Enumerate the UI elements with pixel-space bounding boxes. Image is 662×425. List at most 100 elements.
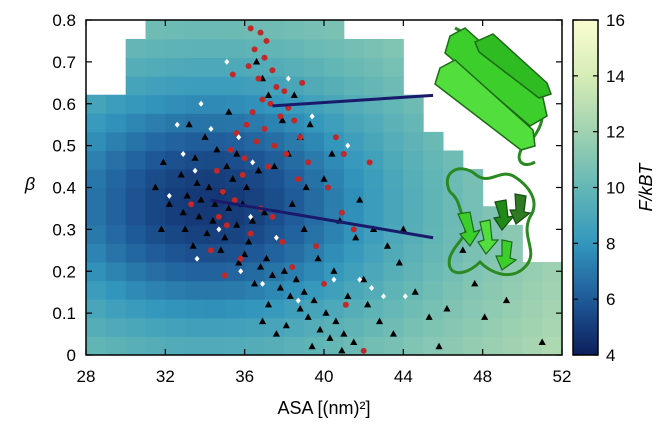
heatmap-cell xyxy=(105,262,127,282)
heatmap-cell xyxy=(383,262,404,282)
circle-point xyxy=(267,100,274,107)
heatmap-cell xyxy=(185,131,206,151)
y-tick-label: 0.7 xyxy=(52,53,76,72)
circle-point xyxy=(247,230,254,237)
triangle-point xyxy=(280,267,288,274)
triangle-point xyxy=(209,217,217,224)
y-tick-label: 0 xyxy=(67,346,76,365)
triangle-point xyxy=(225,108,233,115)
x-axis-ticks: 28 32 36 40 44 48 52 xyxy=(77,20,571,386)
heatmap-cell xyxy=(363,38,384,59)
diamond-point xyxy=(238,268,244,275)
heatmap-cell xyxy=(343,243,365,263)
heatmap-cell xyxy=(462,317,484,337)
circle-point xyxy=(350,226,357,233)
heatmap-cell xyxy=(205,336,226,355)
heatmap-cell xyxy=(403,169,424,189)
heatmap-cell xyxy=(86,224,107,244)
heatmap-cell xyxy=(423,187,444,207)
heatmap-cell xyxy=(145,57,166,77)
heatmap-cell xyxy=(185,38,206,59)
heatmap-cell xyxy=(502,336,523,355)
heatmap-cell xyxy=(185,299,206,319)
diamond-point xyxy=(345,142,351,149)
triangle-point xyxy=(276,284,284,291)
heatmap-cell xyxy=(145,317,166,337)
heatmap-cell xyxy=(125,38,146,59)
circle-point xyxy=(253,138,260,145)
heatmap-cell xyxy=(343,76,365,96)
heatmap-cell xyxy=(542,280,562,300)
circle-point xyxy=(259,96,266,103)
heatmap-cell xyxy=(165,243,186,263)
heatmap-cell xyxy=(284,280,305,300)
heatmap-cell xyxy=(224,299,246,319)
heatmap-cell xyxy=(125,131,146,151)
heatmap-cell xyxy=(185,262,206,282)
triangle-point xyxy=(443,304,451,312)
heatmap-cell xyxy=(224,94,246,114)
heatmap-cell xyxy=(125,317,146,337)
triangle-point xyxy=(308,342,316,350)
heatmap-cell xyxy=(284,20,305,40)
triangle-point xyxy=(264,300,273,308)
heatmap-cell xyxy=(86,113,107,133)
triangle-point xyxy=(375,317,384,325)
free-energy-heatmap xyxy=(86,20,562,355)
heatmap-cell xyxy=(502,317,523,337)
heatmap-cell xyxy=(165,38,186,59)
diamond-point xyxy=(381,293,386,300)
triangle-point xyxy=(193,179,201,186)
heatmap-cell xyxy=(224,262,246,282)
x-tick-label: 36 xyxy=(235,367,254,386)
heatmap-cell xyxy=(403,262,424,282)
diamond-point xyxy=(273,234,279,241)
diamond-point xyxy=(236,134,242,141)
triangle-point xyxy=(189,242,197,249)
heatmap-cell xyxy=(185,94,206,114)
y-tick-label: 0.3 xyxy=(52,220,76,239)
heatmap-cell xyxy=(343,336,365,355)
triangle-point xyxy=(364,300,372,308)
triangle-point xyxy=(322,309,330,316)
triangle-point xyxy=(360,275,368,283)
heatmap-cell xyxy=(383,317,404,337)
heatmap-cell xyxy=(185,206,206,226)
colorbar-tick-label: 14 xyxy=(606,67,625,86)
heatmap-cell xyxy=(165,131,186,151)
heatmap-cell xyxy=(324,169,345,189)
triangle-point xyxy=(229,175,237,182)
heatmap-cell xyxy=(403,336,424,355)
x-tick-label: 28 xyxy=(77,367,96,386)
triangle-point xyxy=(300,288,308,295)
heatmap-cell xyxy=(105,206,127,226)
triangle-point xyxy=(290,91,298,98)
protein-structure-insets xyxy=(434,26,552,277)
heatmap-cell xyxy=(86,243,107,263)
heatmap-cell xyxy=(304,317,325,337)
circle-point xyxy=(340,151,347,157)
circle-point xyxy=(297,134,304,141)
heatmap-cell xyxy=(264,187,285,207)
circle-point xyxy=(366,159,373,166)
triangle-point xyxy=(157,225,165,232)
triangle-point xyxy=(183,191,191,199)
colorbar-ticks: 4 6 8 10 12 14 16 xyxy=(573,11,625,365)
heatmap-cell xyxy=(343,169,365,189)
heatmap-cell xyxy=(284,317,305,337)
triangle-point xyxy=(264,91,273,98)
heatmap-cell xyxy=(244,187,265,207)
heatmap-cell xyxy=(125,206,146,226)
colorbar-tick-label: 8 xyxy=(606,234,615,253)
heatmap-cell xyxy=(324,57,345,77)
heatmap-cell xyxy=(165,317,186,337)
circle-point xyxy=(249,109,256,116)
heatmap-cell xyxy=(304,262,325,282)
triangle-point xyxy=(332,317,340,325)
triangle-point xyxy=(389,330,398,337)
heatmap-cell xyxy=(383,76,404,96)
x-tick-label: 32 xyxy=(156,367,175,386)
triangle-point xyxy=(243,183,251,191)
heatmap-cell xyxy=(205,299,226,319)
heatmap-cell xyxy=(165,169,186,189)
